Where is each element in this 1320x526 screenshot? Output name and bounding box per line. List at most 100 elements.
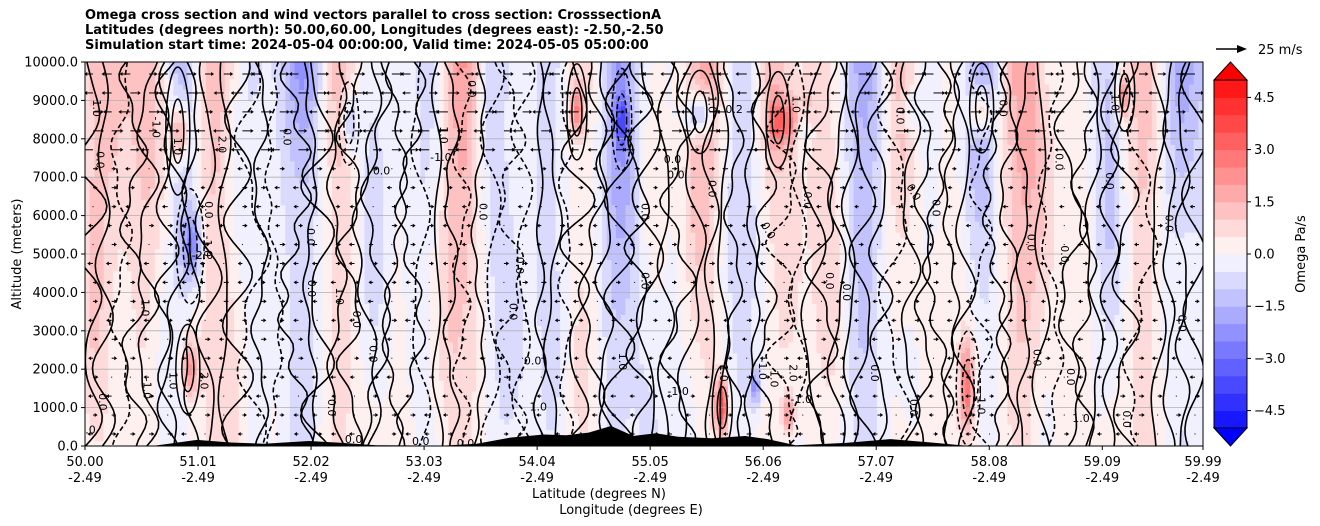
omega-cell <box>248 396 254 403</box>
omega-cell <box>112 347 119 354</box>
omega-cell <box>979 424 985 431</box>
omega-cell <box>345 440 352 446</box>
omega-cell <box>774 363 780 370</box>
omega-cell <box>872 396 878 403</box>
omega-cell <box>802 440 808 446</box>
omega-cell <box>411 440 417 446</box>
omega-cell <box>453 435 459 442</box>
omega-cell <box>713 396 720 403</box>
omega-cell <box>1133 402 1139 409</box>
omega-cell <box>206 396 212 403</box>
omega-cell <box>1095 336 1102 343</box>
omega-cell <box>1193 363 1199 370</box>
omega-cell <box>657 424 664 431</box>
omega-cell <box>588 413 594 420</box>
omega-cell <box>951 440 957 446</box>
omega-cell <box>359 374 366 381</box>
omega-cell <box>187 402 193 409</box>
omega-cell <box>476 363 482 370</box>
omega-cell <box>834 380 841 387</box>
omega-cell <box>238 385 244 392</box>
omega-cell <box>1086 407 1092 414</box>
omega-cell <box>136 424 142 431</box>
omega-cell <box>741 358 748 365</box>
omega-cell <box>681 369 687 376</box>
omega-cell <box>508 407 515 414</box>
omega-cell <box>960 380 967 387</box>
omega-cell <box>289 429 296 436</box>
omega-cell <box>508 369 515 376</box>
omega-cell <box>485 363 491 370</box>
omega-cell <box>541 424 547 431</box>
omega-cell <box>1128 385 1134 392</box>
omega-cell <box>397 413 403 420</box>
omega-cell <box>844 435 850 442</box>
omega-cell <box>485 330 491 337</box>
omega-cell <box>289 385 296 392</box>
omega-cell <box>1151 385 1158 392</box>
omega-cell <box>793 435 799 442</box>
omega-cell <box>1137 435 1144 442</box>
omega-cell <box>932 380 939 387</box>
omega-cell <box>937 363 943 370</box>
omega-cell <box>187 429 193 436</box>
omega-cell <box>1198 380 1203 387</box>
omega-cell <box>425 374 431 381</box>
omega-cell <box>853 336 859 343</box>
omega-cell <box>760 396 766 403</box>
omega-cell <box>178 380 184 387</box>
omega-cell <box>317 330 324 337</box>
omega-cell <box>1025 429 1032 436</box>
omega-cell <box>94 352 100 359</box>
omega-cell <box>392 374 398 381</box>
omega-cell <box>1179 391 1185 398</box>
omega-cell <box>825 440 831 446</box>
omega-cell <box>397 435 403 442</box>
omega-cell <box>294 424 300 431</box>
omega-cell <box>369 336 375 343</box>
omega-cell <box>564 429 571 436</box>
omega-cell <box>909 330 915 337</box>
omega-cell <box>592 424 599 431</box>
omega-cell <box>504 435 510 442</box>
omega-cell <box>532 429 538 436</box>
omega-cell <box>1021 413 1027 420</box>
omega-cell <box>839 369 845 376</box>
omega-cell <box>280 424 286 431</box>
omega-cell <box>709 385 715 392</box>
omega-cell <box>224 347 231 354</box>
omega-cell <box>867 374 873 381</box>
omega-cell <box>425 429 431 436</box>
omega-cell <box>681 385 687 392</box>
omega-cell <box>569 380 575 387</box>
omega-cell <box>262 380 268 387</box>
omega-cell <box>401 413 408 420</box>
omega-cell <box>867 413 873 420</box>
omega-cell <box>98 369 105 376</box>
omega-cell <box>126 440 133 446</box>
omega-cell <box>746 407 752 414</box>
omega-cell <box>1002 413 1008 420</box>
omega-cell <box>383 374 389 381</box>
omega-cell <box>364 435 370 442</box>
omega-cell <box>1142 402 1148 409</box>
omega-cell <box>667 374 673 381</box>
omega-cell <box>1086 413 1092 420</box>
omega-cell <box>979 330 985 337</box>
omega-cell <box>848 435 855 442</box>
omega-cell <box>588 369 594 376</box>
omega-cell <box>527 330 533 337</box>
omega-cell <box>695 402 701 409</box>
omega-cell <box>1175 374 1181 381</box>
omega-cell <box>932 418 939 425</box>
omega-cell <box>178 385 184 392</box>
omega-cell <box>993 363 999 370</box>
omega-cell <box>131 352 137 359</box>
omega-cell <box>671 380 678 387</box>
omega-cell <box>974 413 980 420</box>
omega-cell <box>564 418 571 425</box>
omega-cell <box>1179 424 1185 431</box>
omega-cell <box>881 341 887 348</box>
omega-cell <box>769 429 776 436</box>
omega-cell <box>206 391 212 398</box>
